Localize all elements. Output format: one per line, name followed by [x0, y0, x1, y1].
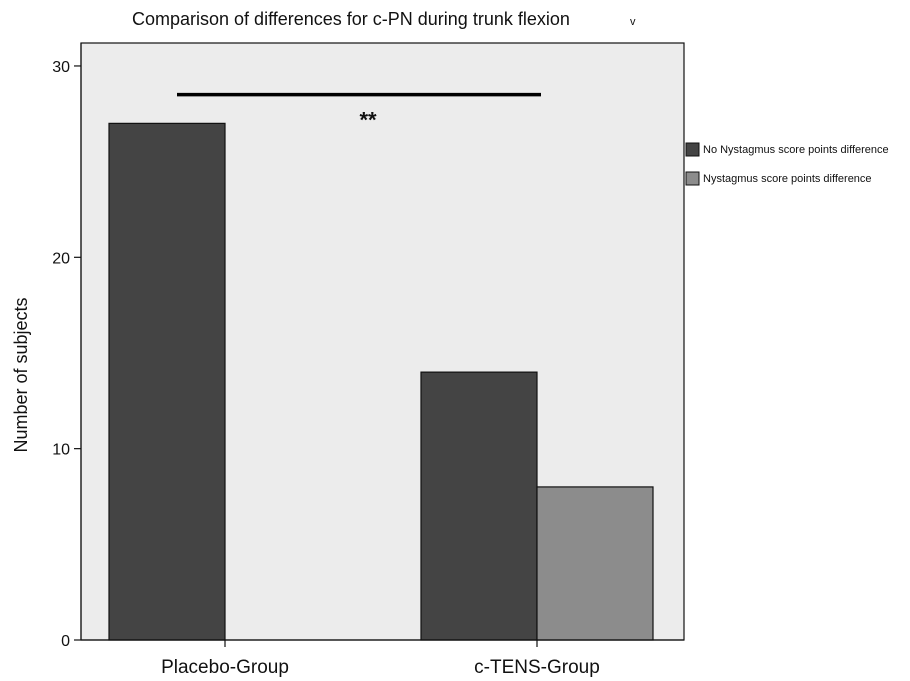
- x-tick-label: c-TENS-Group: [474, 657, 600, 678]
- bar-1-1: [536, 486, 654, 641]
- bars-layer: [108, 122, 654, 641]
- y-axis: 0 10 20 30: [52, 43, 82, 650]
- legend-label: Nystagmus score points difference: [703, 173, 872, 185]
- x-axis: Placebo-Group c-TENS-Group: [81, 639, 684, 678]
- legend-swatch: [685, 142, 700, 157]
- chart-title: Comparison of differences for c-PN durin…: [132, 9, 570, 29]
- bar-0-0: [108, 122, 226, 641]
- x-tick-label: Placebo-Group: [161, 657, 289, 678]
- y-tick-label: 0: [61, 633, 70, 650]
- y-tick-label: 10: [52, 442, 70, 459]
- y-axis-label: Number of subjects: [11, 297, 31, 452]
- significance-annotation: **: [177, 92, 541, 133]
- legend-swatch: [685, 171, 700, 186]
- y-tick-label: 20: [52, 250, 70, 267]
- bar-1-0: [420, 371, 538, 641]
- y-tick-label: 30: [52, 59, 70, 76]
- legend-label: No Nystagmus score points difference: [703, 144, 889, 156]
- legend: No Nystagmus score points difference Nyst…: [685, 142, 889, 186]
- chart-title-suffix: v: [630, 16, 636, 28]
- significance-stars: **: [359, 108, 377, 133]
